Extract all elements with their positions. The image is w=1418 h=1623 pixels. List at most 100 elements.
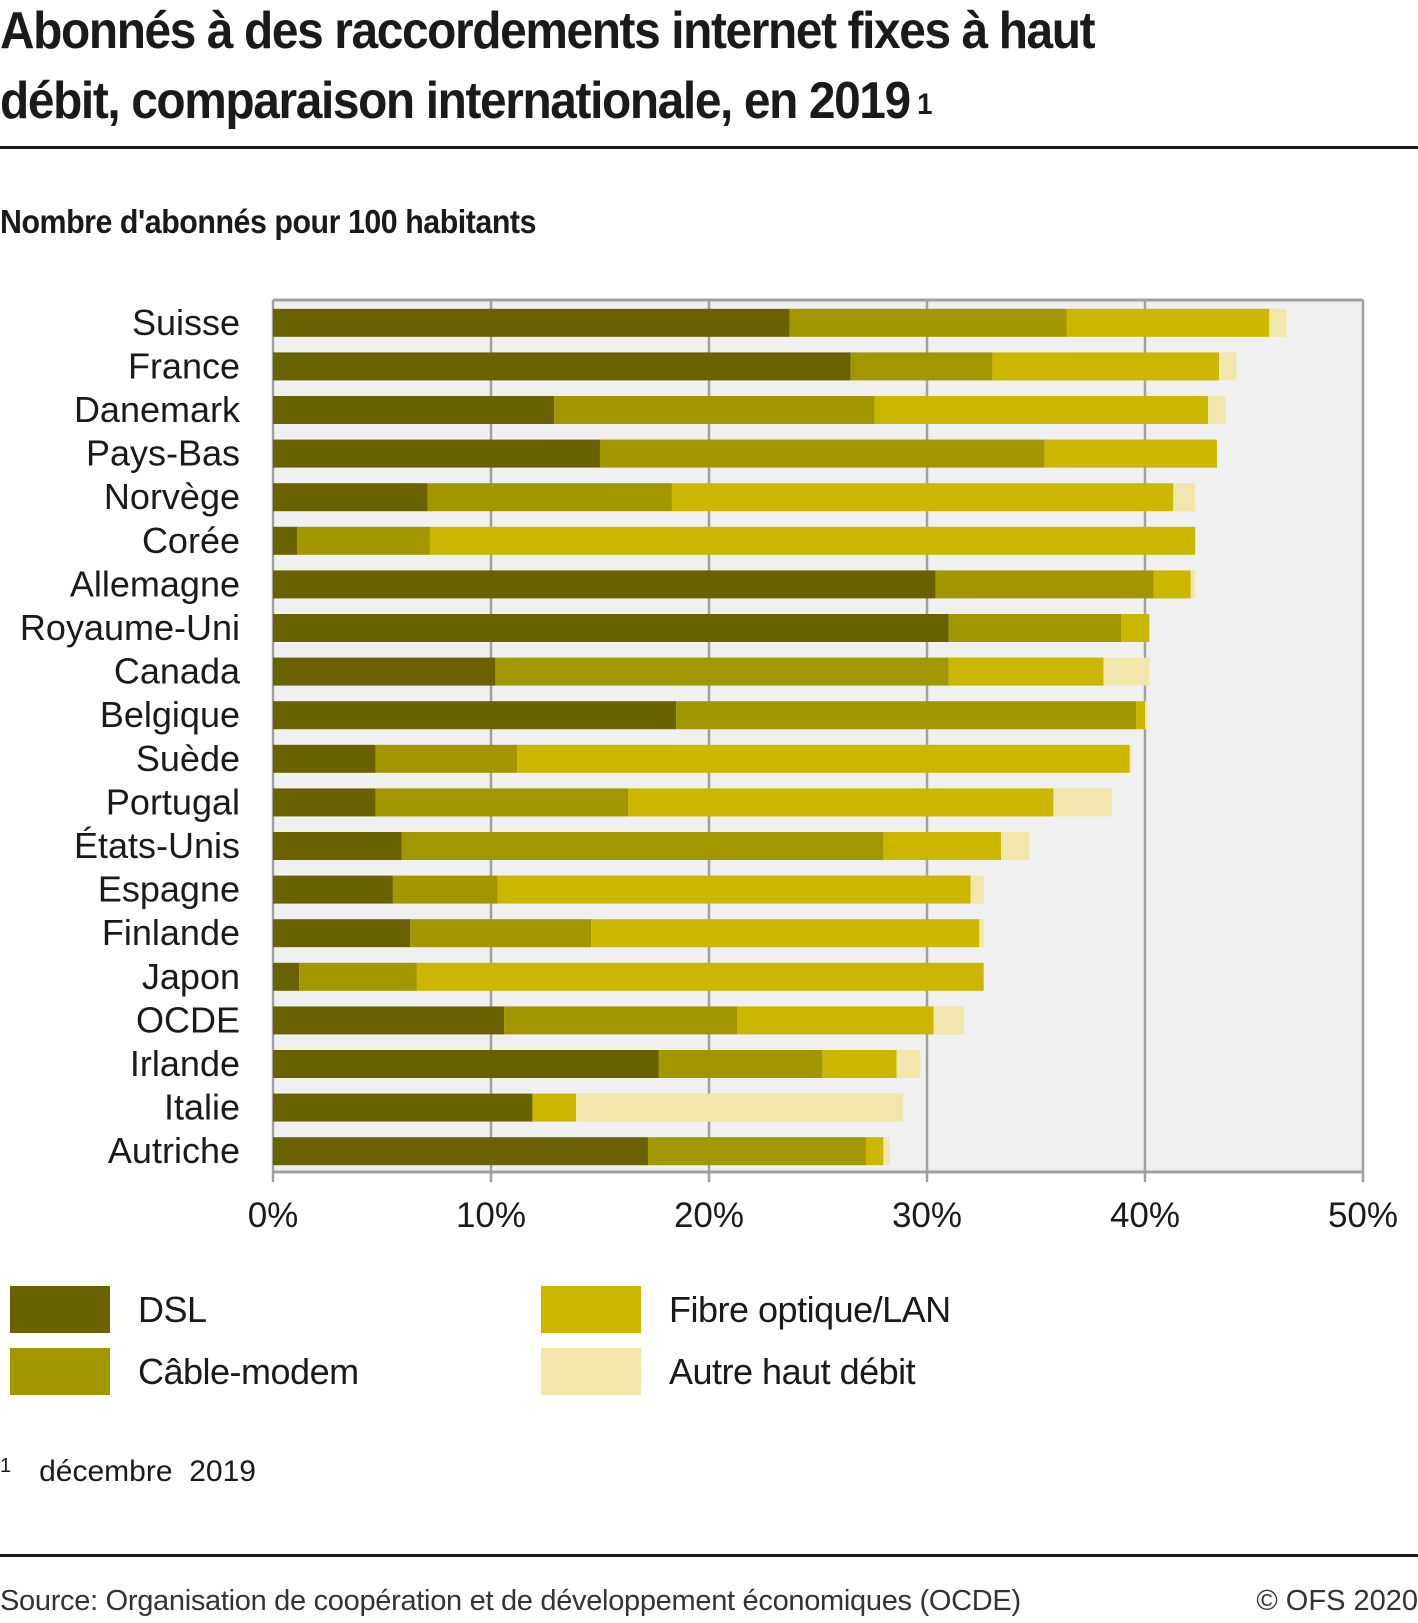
bar-pays-bas-dsl: [273, 439, 600, 468]
bar-portugal-autre-haut-débit: [1053, 788, 1113, 817]
category-label: Corée: [142, 520, 240, 561]
legend: DSL Câble-modem Fibre optique/LAN Autre …: [0, 1286, 1418, 1416]
bar-pays-bas-câble-modem: [600, 439, 1045, 468]
legend-swatch-fibre: [541, 1286, 641, 1333]
bar-suède-fibre-optique-lan: [517, 744, 1130, 773]
bar-italie-autre-haut-débit: [576, 1093, 904, 1122]
bar-france-fibre-optique-lan: [992, 352, 1220, 381]
legend-swatch-dsl: [10, 1286, 110, 1333]
legend-item-cable-modem: Câble-modem: [10, 1348, 359, 1395]
bar-ocde-câble-modem: [504, 1006, 738, 1035]
title-footnote-mark: 1: [917, 88, 932, 121]
legend-swatch-cable-modem: [10, 1348, 110, 1395]
copyright-text: © OFS 2020: [1256, 1585, 1418, 1617]
category-label: Royaume-Uni: [20, 607, 240, 648]
bar-allemagne-dsl: [273, 570, 936, 599]
bar-belgique-dsl: [273, 701, 677, 730]
bar-norvège-autre-haut-débit: [1173, 483, 1196, 512]
title-line-1: Abonnés à des raccordements internet fix…: [0, 2, 1096, 60]
footnote: 1 décembre 2019: [0, 1455, 256, 1489]
chart-title: Abonnés à des raccordements internet fix…: [0, 0, 1305, 136]
legend-swatch-other: [541, 1348, 641, 1395]
bar-italie-fibre-optique-lan: [532, 1093, 577, 1122]
category-label: Danemark: [74, 389, 241, 430]
bar-norvège-dsl: [273, 483, 428, 512]
bar-belgique-fibre-optique-lan: [1136, 701, 1145, 730]
bar-canada-dsl: [273, 657, 496, 686]
bar-états-unis-câble-modem: [401, 832, 884, 860]
footer-divider: [0, 1554, 1418, 1557]
bar-allemagne-autre-haut-débit: [1190, 570, 1196, 599]
bar-espagne-câble-modem: [392, 875, 498, 904]
bar-royaume-uni-fibre-optique-lan: [1121, 614, 1150, 642]
legend-label-fibre: Fibre optique/LAN: [669, 1288, 951, 1330]
category-label: France: [128, 345, 240, 386]
legend-label-dsl: DSL: [138, 1288, 207, 1330]
x-tick-label: 20%: [674, 1196, 744, 1230]
chart-subtitle: Nombre d'abonnés pour 100 habitants: [0, 203, 537, 240]
bar-ocde-fibre-optique-lan: [737, 1006, 934, 1035]
bar-états-unis-fibre-optique-lan: [883, 832, 1002, 860]
bar-suède-câble-modem: [375, 744, 518, 773]
legend-item-dsl: DSL: [10, 1286, 207, 1333]
bar-espagne-fibre-optique-lan: [497, 875, 971, 904]
bar-portugal-dsl: [273, 788, 376, 817]
footnote-mark: 1: [0, 1455, 12, 1477]
title-divider: [0, 146, 1418, 149]
legend-label-other: Autre haut débit: [669, 1350, 916, 1392]
bar-finlande-dsl: [273, 919, 411, 948]
bar-france-autre-haut-débit: [1219, 352, 1237, 381]
bar-finlande-câble-modem: [410, 919, 592, 948]
bar-france-câble-modem: [850, 352, 993, 381]
bar-irlande-câble-modem: [658, 1050, 823, 1078]
source-text: Source: Organisation de coopération et d…: [0, 1585, 1021, 1617]
bar-japon-dsl: [273, 962, 300, 991]
bar-royaume-uni-dsl: [273, 614, 949, 642]
legend-item-fibre: Fibre optique/LAN: [541, 1286, 951, 1333]
bar-danemark-autre-haut-débit: [1208, 396, 1226, 424]
bar-danemark-dsl: [273, 396, 555, 424]
bar-suède-dsl: [273, 744, 376, 773]
legend-item-other: Autre haut débit: [541, 1348, 916, 1395]
legend-label-cable-modem: Câble-modem: [138, 1350, 359, 1392]
bar-finlande-fibre-optique-lan: [591, 919, 980, 948]
bar-états-unis-dsl: [273, 832, 402, 860]
bar-suisse-fibre-optique-lan: [1066, 308, 1270, 337]
category-label: Canada: [114, 651, 241, 692]
bar-belgique-autre-haut-débit: [1145, 701, 1148, 730]
x-tick-label: 10%: [456, 1196, 526, 1230]
bar-norvège-câble-modem: [427, 483, 672, 512]
bar-autriche-câble-modem: [647, 1137, 866, 1166]
bar-allemagne-fibre-optique-lan: [1153, 570, 1191, 599]
category-label: Espagne: [98, 869, 240, 910]
bar-corée-dsl: [273, 526, 297, 555]
bar-royaume-uni-câble-modem: [948, 614, 1122, 642]
title-line-2-text: débit, comparaison internationale, en 20…: [0, 72, 911, 130]
category-label: Japon: [142, 956, 240, 997]
stacked-bar-chart: SuisseFranceDanemarkPays-BasNorvègeCorée…: [20, 298, 1398, 1230]
category-label: Autriche: [108, 1130, 240, 1171]
title-line-2: débit, comparaison internationale, en 20…: [0, 66, 1305, 136]
bar-danemark-fibre-optique-lan: [874, 396, 1209, 424]
bar-états-unis-autre-haut-débit: [1001, 832, 1030, 860]
category-label: Finlande: [102, 912, 240, 953]
bar-suisse-dsl: [273, 308, 790, 337]
plot-background: [273, 300, 1363, 1172]
bar-italie-dsl: [273, 1093, 533, 1122]
bar-ocde-dsl: [273, 1006, 505, 1035]
x-tick-label: 50%: [1328, 1196, 1398, 1230]
category-label: Suède: [136, 738, 240, 779]
x-tick-label: 30%: [892, 1196, 962, 1230]
bar-france-dsl: [273, 352, 851, 381]
bar-irlande-fibre-optique-lan: [822, 1050, 897, 1078]
bar-japon-câble-modem: [299, 962, 417, 991]
bar-corée-fibre-optique-lan: [429, 526, 1196, 555]
bar-finlande-autre-haut-débit: [979, 919, 984, 948]
bar-danemark-câble-modem: [554, 396, 875, 424]
bar-autriche-dsl: [273, 1137, 648, 1166]
bar-suède-autre-haut-débit: [1129, 744, 1132, 773]
x-tick-label: 40%: [1110, 1196, 1180, 1230]
bar-ocde-autre-haut-débit: [933, 1006, 965, 1035]
bar-portugal-fibre-optique-lan: [628, 788, 1054, 817]
bar-canada-câble-modem: [495, 657, 949, 686]
